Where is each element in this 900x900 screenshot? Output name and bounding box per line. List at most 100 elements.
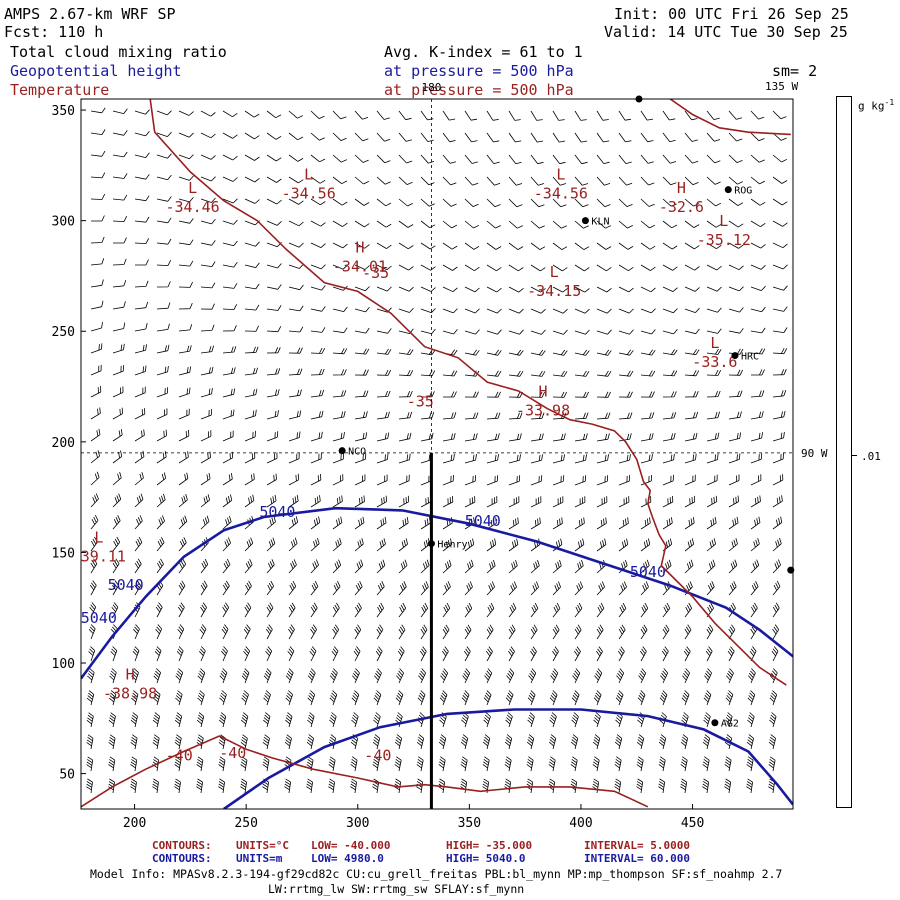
wind-barb <box>417 712 425 728</box>
wind-barb <box>618 370 634 377</box>
wind-barb <box>684 132 698 142</box>
wind-barb <box>530 286 546 293</box>
crosshair-label-top: 180 <box>421 81 441 94</box>
wind-barb <box>552 308 568 314</box>
wind-barb <box>772 537 782 552</box>
wind-barb <box>750 602 758 618</box>
wind-barb <box>508 286 524 293</box>
wind-barb <box>442 286 458 293</box>
wind-barb <box>640 624 648 640</box>
wind-barb <box>442 412 457 420</box>
wind-barb <box>134 429 145 442</box>
wind-barb <box>288 602 296 618</box>
wind-barb <box>552 433 566 442</box>
wind-barb <box>662 391 677 398</box>
wind-barb <box>530 433 544 442</box>
wind-barb <box>684 110 698 121</box>
wind-barb <box>705 646 713 662</box>
wind-barb <box>178 366 192 376</box>
wind-barb <box>134 558 142 574</box>
wind-barb <box>420 474 432 486</box>
wind-barb <box>640 517 651 530</box>
wind-barb <box>552 132 566 143</box>
wind-barb <box>218 778 225 794</box>
wind-barb <box>614 778 622 794</box>
height-contours-label: CONTOURS: <box>152 852 212 865</box>
wind-barb <box>618 308 634 314</box>
wind-barb <box>222 219 238 225</box>
wind-barb <box>772 559 781 574</box>
wind-barb <box>618 475 630 486</box>
wind-barb <box>310 410 324 420</box>
wind-barb <box>703 712 711 728</box>
wind-barb <box>394 778 402 794</box>
wind-barb <box>640 391 655 398</box>
wind-barb <box>200 580 208 596</box>
extremum-value: -33.6 <box>692 353 737 371</box>
wind-barb <box>640 370 656 377</box>
wind-barb <box>486 110 499 121</box>
wind-barb <box>218 712 227 728</box>
wind-barb <box>394 734 403 750</box>
wind-barb <box>684 432 698 442</box>
wind-barb <box>222 473 233 486</box>
wind-barb <box>442 242 458 250</box>
wind-barb <box>640 538 651 552</box>
wind-barb <box>352 668 360 684</box>
wind-barb <box>376 390 391 398</box>
wind-barb <box>618 412 633 420</box>
wind-barb <box>310 602 318 618</box>
wind-barb <box>442 495 454 508</box>
wind-barb <box>420 176 435 186</box>
wind-barb <box>728 538 738 552</box>
wind-barb <box>618 496 630 508</box>
wind-barb <box>618 198 633 207</box>
wind-barb <box>552 602 561 618</box>
wind-barb <box>263 712 271 728</box>
wind-barb <box>200 154 216 160</box>
wind-barb <box>441 646 449 662</box>
wind-barb <box>596 412 611 420</box>
wind-barb <box>285 668 294 684</box>
station-label: NCO <box>348 447 366 458</box>
wind-barb <box>108 756 116 772</box>
wind-barb <box>552 349 568 356</box>
wind-barb <box>618 154 632 164</box>
wind-barb <box>706 176 721 185</box>
wind-barb <box>486 517 497 530</box>
wind-barb <box>442 559 452 574</box>
wind-barb <box>750 348 766 355</box>
wind-barb <box>486 132 500 143</box>
wind-barb <box>530 454 543 464</box>
temperature-contours: -35-35-40 -40 -40L-34.46L-34.56L-34.56 H-32… <box>81 99 791 808</box>
wind-barb <box>772 474 784 486</box>
wind-barb <box>156 344 170 354</box>
wind-barb <box>394 756 402 772</box>
wind-barb <box>684 220 700 228</box>
wind-barb <box>90 471 100 486</box>
extremum-marker: L <box>304 166 313 184</box>
wind-barb <box>310 110 325 119</box>
wind-barb <box>530 391 545 398</box>
wind-barb <box>376 602 384 618</box>
wind-barb <box>199 646 206 662</box>
wind-barb <box>486 370 502 377</box>
extremum-marker: L <box>188 179 197 197</box>
wind-barb <box>592 734 601 750</box>
wind-barb <box>112 365 124 376</box>
wind-barb <box>574 538 585 552</box>
wind-barb <box>376 432 390 442</box>
wind-barb <box>683 646 691 662</box>
wind-barb <box>112 322 126 332</box>
wind-barb <box>530 349 546 356</box>
wind-barb <box>596 624 604 640</box>
wind-barb <box>90 493 99 508</box>
extremum-marker: L <box>94 528 103 546</box>
wind-barb <box>750 453 763 464</box>
wind-barb <box>354 348 370 355</box>
temperature-contour-label: -40 <box>166 746 193 764</box>
wind-barb <box>442 176 457 186</box>
wind-barb <box>596 475 609 486</box>
wind-barb <box>440 668 449 684</box>
x-tick-label: 200 <box>123 816 146 831</box>
